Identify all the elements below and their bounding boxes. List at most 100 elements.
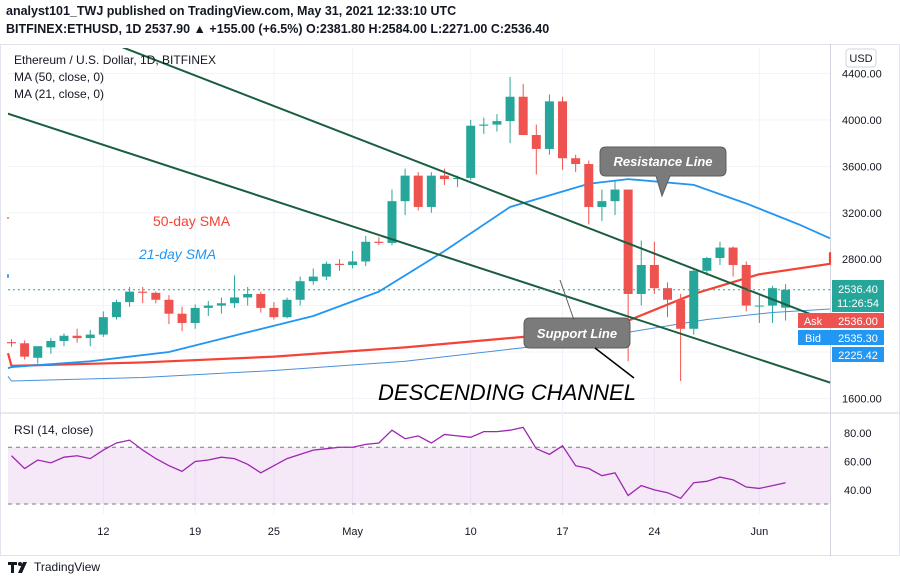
time-tick-label: 12 xyxy=(97,526,109,538)
candle-body xyxy=(544,101,554,149)
candle-body xyxy=(453,177,463,180)
legend-title: Ethereum / U.S. Dollar, 1D, BITFINEX xyxy=(14,53,216,67)
ma-value: 2225.42 xyxy=(838,350,878,362)
candle-body xyxy=(256,293,266,308)
candle-body xyxy=(584,164,594,207)
candle-body xyxy=(610,189,620,202)
candle-body xyxy=(663,288,672,300)
candle-body xyxy=(676,299,686,329)
price-tick-label: 4000.00 xyxy=(842,115,882,127)
candle-body xyxy=(138,291,148,293)
currency-box xyxy=(845,48,877,68)
price-tick-label: 1600.00 xyxy=(842,393,882,405)
candle-body xyxy=(33,346,43,358)
price-tick-label: 4400.00 xyxy=(842,69,882,81)
time-tick-label: Jun xyxy=(750,526,768,538)
ma-value-tag xyxy=(832,347,884,362)
candle-body xyxy=(295,281,305,300)
bid-label: Bid xyxy=(805,333,821,345)
symbol-ohlc: BITFINEX:ETHUSD, 1D 2537.90 ▲ +155.00 (+… xyxy=(6,22,550,36)
annotation-50day-sma: 50-day SMA xyxy=(153,213,231,229)
candle-body xyxy=(374,241,384,243)
thin-ma-line xyxy=(7,308,831,382)
legend-ma50: MA (50, close, 0) xyxy=(14,70,104,84)
candle-body xyxy=(754,305,764,307)
candle-body xyxy=(282,299,292,318)
candle-body xyxy=(400,175,410,202)
rsi-tick-label: 40.00 xyxy=(844,485,872,497)
candle-body xyxy=(597,201,607,207)
candle-body xyxy=(558,101,568,159)
candle-body xyxy=(20,343,30,357)
candle-body xyxy=(98,317,108,335)
candle-body xyxy=(518,96,528,136)
annotation-support-line: Support Line xyxy=(537,326,617,341)
candle-body xyxy=(269,307,279,318)
candle-body xyxy=(321,263,331,277)
rsi-tick-label: 80.00 xyxy=(844,428,872,440)
support-pointer-up xyxy=(559,279,575,321)
candle-body xyxy=(243,293,253,298)
candle-body xyxy=(505,96,515,122)
currency-label: USD xyxy=(849,53,872,65)
bid-value: 2535.30 xyxy=(838,333,878,345)
candle-body xyxy=(85,334,95,339)
candle-body xyxy=(361,241,371,262)
candle-body xyxy=(230,297,240,304)
rsi-line xyxy=(11,426,786,500)
candle-body xyxy=(492,121,502,125)
candles xyxy=(7,77,791,381)
support-callout-box xyxy=(523,317,631,349)
footer: TradingView xyxy=(6,556,100,578)
time-tick-label: 25 xyxy=(268,526,280,538)
candle-body xyxy=(151,292,161,300)
resistance-callout-box xyxy=(599,146,727,198)
candle-body xyxy=(767,288,777,306)
time-tick-label: 10 xyxy=(465,526,477,538)
candle-body xyxy=(203,305,213,308)
chart-canvas[interactable]: Ethereum / U.S. Dollar, 1D, BITFINEX MA (… xyxy=(0,44,900,556)
candle-body xyxy=(649,264,659,289)
candle-body xyxy=(177,313,187,323)
candle-body xyxy=(348,261,358,265)
annotation-resistance-line: Resistance Line xyxy=(614,154,713,169)
candle-body xyxy=(426,175,436,207)
candle-body xyxy=(571,158,581,165)
ask-label: Ask xyxy=(804,316,823,328)
ask-value: 2536.00 xyxy=(838,316,878,328)
candle-body xyxy=(531,135,541,149)
time-tick-label: May xyxy=(342,526,363,538)
countdown-value: 11:26:54 xyxy=(837,298,879,310)
footer-brand: TradingView xyxy=(34,560,101,574)
support-pointer-down xyxy=(594,347,635,379)
annotation-21day-sma: 21-day SMA xyxy=(138,246,216,262)
last-price-value: 2536.40 xyxy=(838,284,878,296)
publish-info: analyst101_TWJ published on TradingView.… xyxy=(6,4,457,18)
ma21-line xyxy=(7,178,831,370)
last-price-tag xyxy=(832,280,884,312)
ask-tag xyxy=(798,313,884,328)
bid-tag xyxy=(798,330,884,345)
rsi-tick-label: 60.00 xyxy=(844,456,872,468)
candle-body xyxy=(781,289,791,308)
rsi-legend: RSI (14, close) xyxy=(14,423,93,437)
candle-body xyxy=(190,307,200,323)
candle-body xyxy=(413,175,423,207)
candle-body xyxy=(308,276,318,282)
candle-body xyxy=(702,258,712,271)
candle-body xyxy=(59,335,69,341)
candle-body xyxy=(72,335,82,339)
candle-body xyxy=(715,247,725,259)
support-line xyxy=(8,112,830,384)
candle-body xyxy=(466,125,476,178)
candle-body xyxy=(46,340,56,348)
tradingview-logo-icon xyxy=(8,562,27,573)
publish-header: analyst101_TWJ published on TradingView.… xyxy=(0,0,900,44)
candle-body xyxy=(636,264,646,294)
candle-body xyxy=(335,263,344,265)
price-tick-label: 3600.00 xyxy=(842,161,882,173)
rsi-band xyxy=(8,447,830,505)
time-tick-label: 17 xyxy=(556,526,568,538)
candle-body xyxy=(216,303,226,306)
candle-body xyxy=(623,189,633,294)
